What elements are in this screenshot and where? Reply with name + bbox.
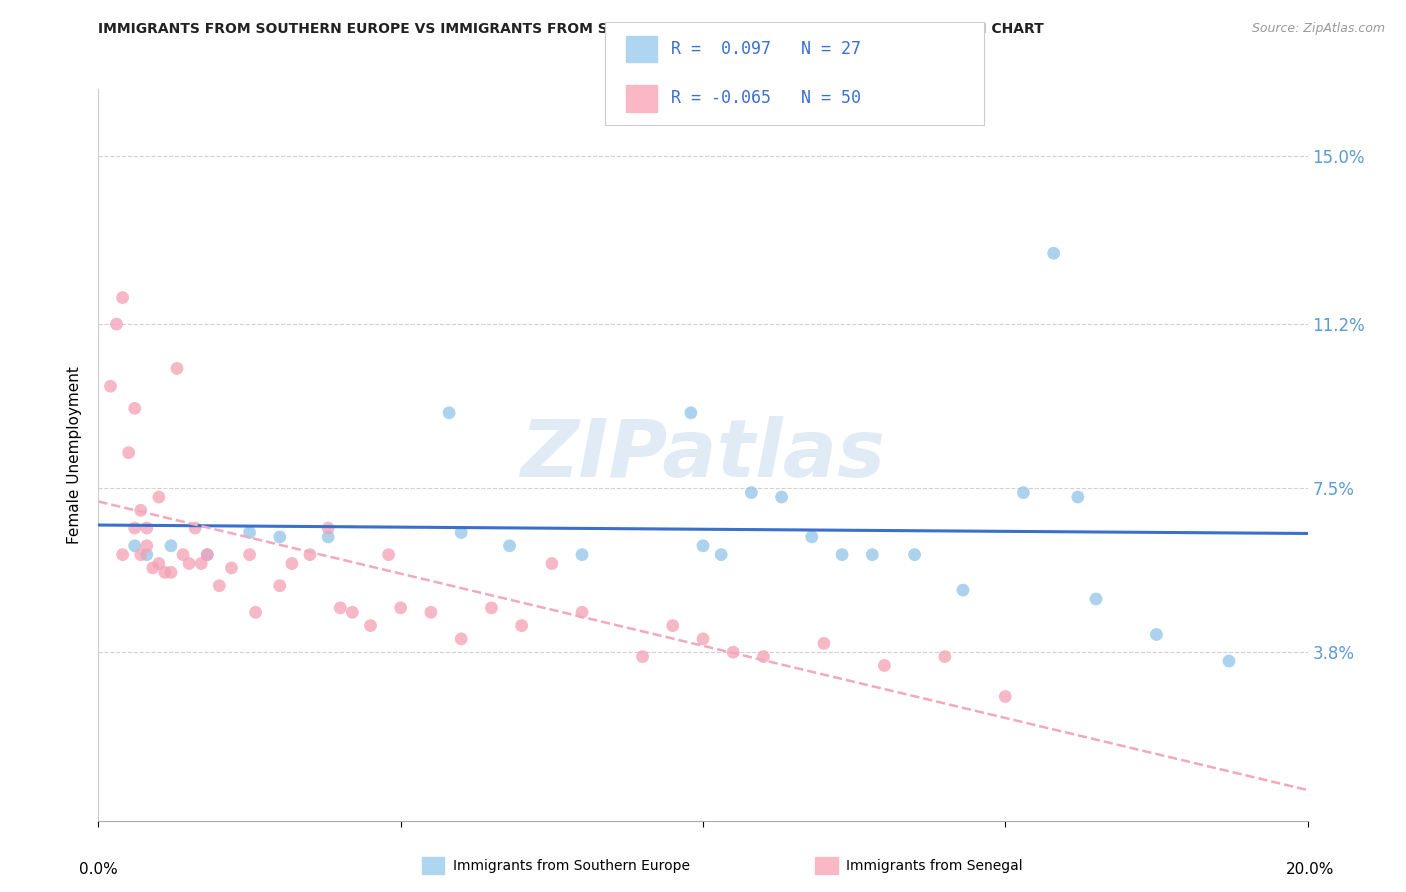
Point — [450, 632, 472, 646]
Point — [770, 490, 793, 504]
Point — [904, 548, 927, 562]
Point — [631, 649, 654, 664]
Point — [135, 548, 157, 562]
Point — [994, 690, 1017, 704]
Text: R = -0.065   N = 50: R = -0.065 N = 50 — [671, 89, 860, 107]
Point — [752, 649, 775, 664]
Point — [124, 539, 146, 553]
Text: ZIPatlas: ZIPatlas — [520, 416, 886, 494]
Point — [1218, 654, 1240, 668]
Point — [1067, 490, 1090, 504]
Text: R =  0.097   N = 27: R = 0.097 N = 27 — [671, 40, 860, 58]
Point — [153, 566, 176, 580]
Point — [299, 548, 322, 562]
Point — [184, 521, 207, 535]
Point — [420, 605, 443, 619]
Point — [239, 525, 262, 540]
Point — [166, 361, 188, 376]
Point — [129, 503, 152, 517]
Point — [800, 530, 823, 544]
Point — [710, 548, 733, 562]
Text: 0.0%: 0.0% — [79, 863, 118, 877]
Point — [269, 530, 291, 544]
Point — [723, 645, 745, 659]
Point — [437, 406, 460, 420]
Point — [190, 557, 212, 571]
Point — [160, 566, 183, 580]
Point — [160, 539, 183, 553]
Point — [142, 561, 165, 575]
Text: Source: ZipAtlas.com: Source: ZipAtlas.com — [1251, 22, 1385, 36]
Point — [740, 485, 762, 500]
Point — [1042, 246, 1064, 260]
Point — [118, 446, 141, 460]
Text: IMMIGRANTS FROM SOUTHERN EUROPE VS IMMIGRANTS FROM SENEGAL FEMALE UNEMPLOYMENT C: IMMIGRANTS FROM SOUTHERN EUROPE VS IMMIG… — [98, 22, 1045, 37]
Point — [329, 600, 352, 615]
Text: Immigrants from Southern Europe: Immigrants from Southern Europe — [453, 859, 690, 872]
Point — [498, 539, 520, 553]
Point — [281, 557, 304, 571]
Point — [831, 548, 853, 562]
Point — [510, 618, 533, 632]
Point — [571, 548, 593, 562]
Point — [481, 600, 503, 615]
Point — [860, 548, 883, 562]
Point — [245, 605, 267, 619]
Point — [135, 539, 157, 553]
Point — [111, 291, 134, 305]
Point — [195, 548, 218, 562]
Point — [450, 525, 472, 540]
Point — [221, 561, 243, 575]
Y-axis label: Female Unemployment: Female Unemployment — [67, 366, 83, 544]
Point — [105, 317, 128, 331]
Point — [148, 490, 170, 504]
Point — [813, 636, 835, 650]
Point — [208, 579, 231, 593]
Point — [1144, 627, 1167, 641]
Point — [100, 379, 122, 393]
Point — [179, 557, 201, 571]
Point — [571, 605, 593, 619]
Point — [129, 548, 152, 562]
Point — [316, 521, 339, 535]
Point — [679, 406, 702, 420]
Point — [389, 600, 412, 615]
Point — [111, 548, 134, 562]
Point — [934, 649, 956, 664]
Point — [342, 605, 364, 619]
Point — [1012, 485, 1035, 500]
Text: Immigrants from Senegal: Immigrants from Senegal — [846, 859, 1024, 872]
Point — [540, 557, 562, 571]
Text: 20.0%: 20.0% — [1286, 863, 1334, 877]
Point — [692, 539, 714, 553]
Point — [135, 521, 157, 535]
Point — [360, 618, 382, 632]
Point — [377, 548, 399, 562]
Point — [662, 618, 685, 632]
Point — [239, 548, 262, 562]
Point — [1085, 592, 1108, 607]
Point — [952, 583, 974, 598]
Point — [316, 530, 339, 544]
Point — [124, 401, 146, 416]
Point — [148, 557, 170, 571]
Point — [873, 658, 896, 673]
Point — [692, 632, 714, 646]
Point — [124, 521, 146, 535]
Point — [269, 579, 291, 593]
Point — [195, 548, 218, 562]
Point — [172, 548, 194, 562]
